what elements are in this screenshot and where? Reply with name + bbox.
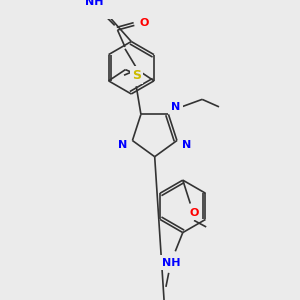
- Text: N: N: [182, 140, 191, 150]
- Text: NH: NH: [162, 257, 181, 268]
- Text: NH: NH: [85, 0, 103, 7]
- Text: N: N: [171, 102, 181, 112]
- Text: O: O: [189, 208, 199, 218]
- Text: O: O: [139, 18, 148, 28]
- Text: N: N: [118, 140, 128, 150]
- Text: S: S: [132, 68, 141, 82]
